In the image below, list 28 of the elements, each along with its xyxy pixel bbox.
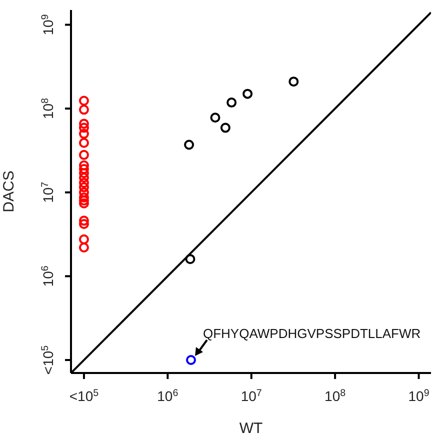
point xyxy=(78,218,89,229)
point xyxy=(78,234,89,244)
x-tick-label: 10$^{6}$ xyxy=(157,388,179,404)
point xyxy=(78,150,89,160)
point xyxy=(78,164,89,174)
point xyxy=(78,96,89,106)
point xyxy=(78,138,89,148)
point xyxy=(78,118,89,129)
point xyxy=(78,104,89,115)
point xyxy=(78,198,89,208)
y-axis-title: DACS xyxy=(0,170,18,212)
point xyxy=(78,192,89,202)
point xyxy=(78,242,89,252)
x-tick-label: 10$^{9}$ xyxy=(408,388,430,404)
point xyxy=(78,122,89,133)
point xyxy=(78,216,89,226)
x-tick-label: <10$^{5}$ xyxy=(69,388,100,404)
x-tick-label: 10$^{8}$ xyxy=(324,388,346,404)
x-axis-title: WT xyxy=(239,420,263,437)
point xyxy=(78,160,89,170)
point xyxy=(78,168,89,178)
annotation: QFHYQAWPDHGVPSSPDTLLAFWR xyxy=(203,326,421,342)
point xyxy=(78,172,89,183)
point xyxy=(78,182,89,192)
point xyxy=(78,187,89,198)
point xyxy=(78,178,89,188)
x-tick-label: 10$^{7}$ xyxy=(240,388,262,404)
point xyxy=(78,128,89,139)
